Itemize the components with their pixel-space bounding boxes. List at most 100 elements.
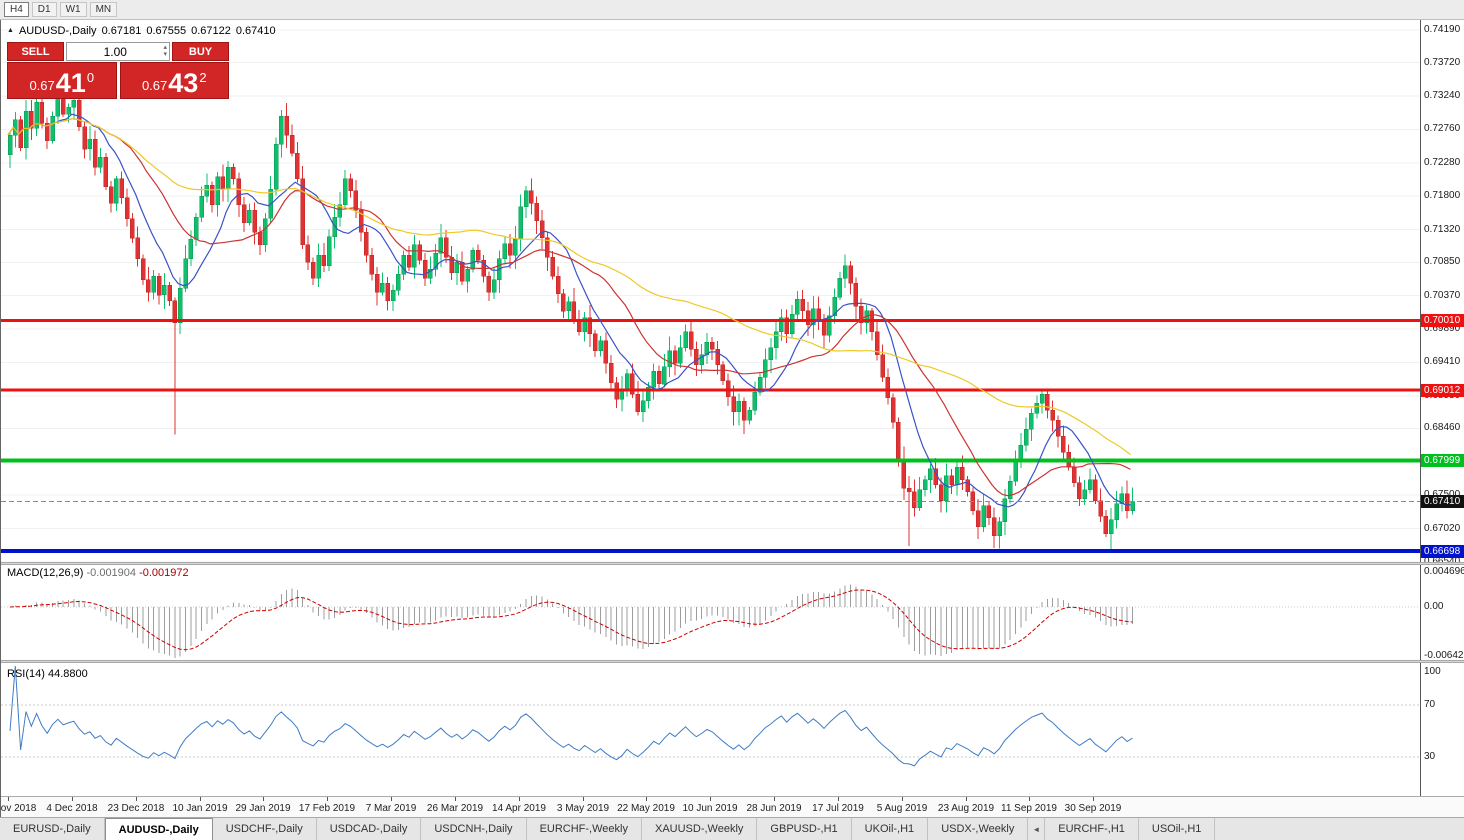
ask-pipette: 2 bbox=[199, 70, 207, 85]
price-axis-label: 0.72760 bbox=[1424, 123, 1461, 135]
bid-big-digits: 41 bbox=[55, 68, 86, 98]
bid-prefix: 0.67 bbox=[29, 78, 55, 93]
ma-slow-line bbox=[7, 118, 1131, 456]
macd-label: MACD(12,26,9) -0.001904 -0.001972 bbox=[7, 567, 189, 579]
price-axis-label: 0.71320 bbox=[1424, 223, 1461, 235]
date-axis-label: 7 Mar 2019 bbox=[365, 803, 417, 814]
timeframe-button-h4[interactable]: H4 bbox=[4, 2, 29, 17]
macd-signal-value: -0.001972 bbox=[139, 567, 189, 579]
price-axis-label: 0.74190 bbox=[1424, 24, 1461, 35]
timeframe-button-mn[interactable]: MN bbox=[89, 2, 118, 17]
chart-tab-eurchfh1[interactable]: EURCHF-,H1 bbox=[1045, 818, 1139, 840]
macd-axis-label: 0.004696 bbox=[1424, 566, 1464, 577]
volume-value[interactable]: 1.00 bbox=[103, 44, 127, 59]
symbol-info: ▲ AUDUSD-,Daily 0.67181 0.67555 0.67122 … bbox=[7, 25, 276, 37]
macd-axis-label: -0.006427 bbox=[1424, 650, 1464, 661]
bid-price[interactable]: 0.67 41 0 bbox=[7, 62, 117, 99]
price-gridlines bbox=[1, 29, 1420, 563]
date-axis-label: 10 Jun 2019 bbox=[682, 803, 738, 814]
chart-tab-eurchfweekly[interactable]: EURCHF-,Weekly bbox=[526, 818, 642, 840]
symbol-marker-icon: ▲ bbox=[7, 27, 14, 34]
timeframe-button-w1[interactable]: W1 bbox=[59, 2, 87, 17]
horizontal-level-lines[interactable] bbox=[1, 319, 1420, 553]
volume-input[interactable]: 1.00 ▴ ▾ bbox=[66, 42, 170, 61]
date-axis-label: 17 Jul 2019 bbox=[812, 803, 864, 814]
volume-spinner[interactable]: ▴ ▾ bbox=[163, 43, 167, 59]
ohlc-close: 0.67410 bbox=[235, 25, 276, 37]
date-axis-label: 23 Aug 2019 bbox=[937, 803, 995, 814]
time-axis-tick bbox=[1093, 797, 1094, 801]
time-axis-tick bbox=[455, 797, 456, 801]
time-axis-tick bbox=[200, 797, 201, 801]
time-axis[interactable]: 15 Nov 2018 4 Dec 2018 23 Dec 2018 10 Jan 2… bbox=[0, 796, 1464, 817]
macd-pane-background bbox=[1, 565, 1420, 660]
timeframe-toolbar: H4 D1 W1 MN bbox=[0, 0, 1464, 20]
chart-tab-usdchfdaily[interactable]: USDCHF-,Daily bbox=[212, 818, 317, 840]
time-axis-tick bbox=[136, 797, 137, 801]
price-axis[interactable]: 0.74190 0.73720 0.73240 0.72760 0.72280 0.718… bbox=[1420, 20, 1464, 796]
time-axis-tick bbox=[966, 797, 967, 801]
bid-pipette: 0 bbox=[86, 70, 95, 85]
timeframe-button-d1[interactable]: D1 bbox=[31, 2, 57, 17]
candles-layer bbox=[7, 87, 1135, 551]
rsi-axis-label: 100 bbox=[1424, 666, 1441, 677]
rsi-title: RSI(14) bbox=[7, 668, 45, 680]
price-axis-label: 0.67020 bbox=[1424, 522, 1461, 534]
time-axis-tick bbox=[8, 797, 9, 801]
ask-price[interactable]: 0.67 43 2 bbox=[119, 62, 229, 99]
date-axis-label: 29 Jan 2019 bbox=[235, 803, 291, 814]
tab-scroll-left-icon[interactable]: ◄ bbox=[1028, 818, 1046, 840]
pane-separator-macd[interactable] bbox=[1, 562, 1464, 565]
one-click-trade-panel: SELL 1.00 ▴ ▾ BUY 0.67 41 0 0.67 bbox=[7, 42, 229, 99]
sell-button[interactable]: SELL bbox=[7, 42, 64, 61]
chart-tab-audusddaily[interactable]: AUDUSD-,Daily bbox=[104, 818, 213, 840]
price-axis-label: 0.68460 bbox=[1424, 422, 1461, 434]
chart-tab-usdcnhdaily[interactable]: USDCNH-,Daily bbox=[421, 818, 527, 840]
ask-prefix: 0.67 bbox=[141, 78, 168, 93]
pane-separator-rsi[interactable] bbox=[1, 660, 1464, 663]
chart-tab-usoilh1[interactable]: USOil-,H1 bbox=[1138, 818, 1216, 840]
date-axis-label: 30 Sep 2019 bbox=[1064, 803, 1122, 814]
price-axis-label: 0.73720 bbox=[1424, 56, 1461, 68]
price-level-badge-0.69012: 0.69012 bbox=[1421, 383, 1464, 397]
ohlc-high: 0.67555 bbox=[146, 25, 187, 37]
time-axis-tick bbox=[1029, 797, 1030, 801]
chart-tab-usdxweekly[interactable]: USDX-,Weekly bbox=[928, 818, 1029, 840]
ma-medium-line bbox=[7, 118, 1131, 497]
macd-axis-label: 0.00 bbox=[1424, 601, 1444, 612]
spinner-up-icon[interactable]: ▴ bbox=[163, 43, 167, 51]
ask-big-digits: 43 bbox=[168, 68, 199, 98]
current-price-badge: 0.67410 bbox=[1421, 494, 1464, 508]
chart-area[interactable]: 0.74190 0.73720 0.73240 0.72760 0.72280 0.718… bbox=[0, 20, 1464, 817]
time-axis-tick bbox=[646, 797, 647, 801]
date-axis-label: 5 Aug 2019 bbox=[876, 803, 928, 814]
date-axis-label: 14 Apr 2019 bbox=[492, 803, 546, 814]
time-axis-tick bbox=[710, 797, 711, 801]
chart-tab-ukoilh1[interactable]: UKOil-,H1 bbox=[851, 818, 929, 840]
price-axis-label: 0.69410 bbox=[1424, 356, 1461, 368]
chart-tabs-bar: EURUSD-,Daily AUDUSD-,Daily USDCHF-,Daily U… bbox=[0, 817, 1464, 840]
spinner-down-icon[interactable]: ▾ bbox=[163, 50, 167, 58]
price-axis-label: 0.73240 bbox=[1424, 90, 1461, 102]
price-axis-label: 0.66540 bbox=[1424, 556, 1460, 567]
rsi-axis-label: 30 bbox=[1424, 751, 1436, 762]
date-axis-label: 26 Mar 2019 bbox=[426, 803, 484, 814]
time-axis-tick bbox=[263, 797, 264, 801]
rsi-axis-label: 70 bbox=[1424, 699, 1436, 710]
ma-fast-line bbox=[7, 113, 1131, 508]
buy-button[interactable]: BUY bbox=[172, 42, 229, 61]
chart-tab-usdcaddaily[interactable]: USDCAD-,Daily bbox=[316, 818, 422, 840]
time-axis-tick bbox=[519, 797, 520, 801]
rsi-line bbox=[9, 665, 1133, 767]
chart-canvas[interactable] bbox=[1, 20, 1420, 796]
chart-tab-xauusdweekly[interactable]: XAUUSD-,Weekly bbox=[641, 818, 758, 840]
price-axis-label: 0.67500 bbox=[1424, 489, 1460, 500]
time-axis-tick bbox=[72, 797, 73, 801]
chart-tab-gbpusdh1[interactable]: GBPUSD-,H1 bbox=[757, 818, 852, 840]
time-axis-tick bbox=[902, 797, 903, 801]
time-axis-tick bbox=[391, 797, 392, 801]
chart-tab-eurusddaily[interactable]: EURUSD-,Daily bbox=[0, 818, 105, 840]
price-level-badge-0.70010: 0.70010 bbox=[1421, 314, 1464, 328]
rsi-value: 44.8800 bbox=[47, 668, 88, 680]
